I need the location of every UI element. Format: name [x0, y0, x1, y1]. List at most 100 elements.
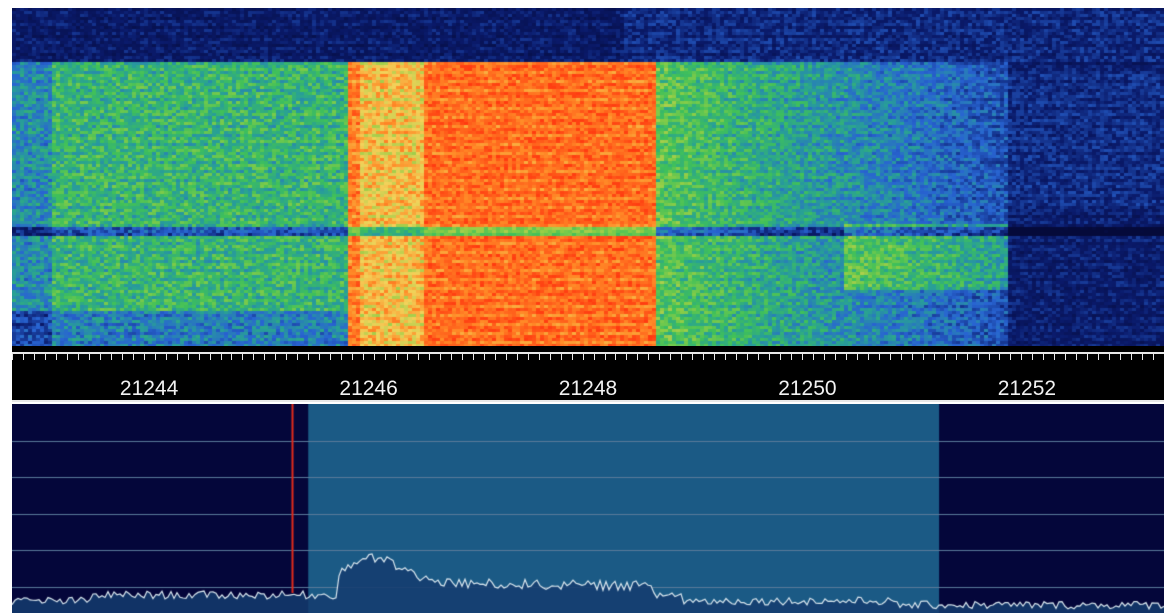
scale-tick	[681, 352, 683, 360]
scale-tick	[911, 352, 913, 360]
scale-tick	[527, 352, 529, 360]
scale-tick	[955, 352, 957, 360]
scale-tick	[1021, 352, 1023, 360]
scale-tick	[417, 352, 419, 360]
freq-label-21250: 21250	[778, 377, 837, 400]
scale-tick	[1054, 352, 1056, 360]
scale-tick	[44, 352, 46, 360]
scale-tick	[769, 352, 770, 360]
scale-tick	[725, 352, 727, 360]
scale-tick	[604, 352, 606, 360]
scale-tick	[264, 352, 266, 360]
scale-tick	[494, 352, 496, 360]
scale-tick	[670, 352, 672, 360]
scale-tick	[637, 352, 639, 360]
scale-tick	[1142, 352, 1144, 360]
scale-tick	[88, 352, 90, 360]
scale-tick	[110, 352, 112, 360]
scale-divider	[12, 400, 1164, 402]
scale-tick	[747, 352, 749, 360]
scale-tick	[242, 352, 244, 360]
scale-tick	[780, 352, 781, 360]
waterfall-display[interactable]	[12, 8, 1164, 346]
scale-tick	[231, 352, 233, 360]
scale-tick	[165, 352, 167, 360]
scale-tick	[845, 352, 847, 360]
scale-tick	[878, 352, 880, 360]
scale-tick	[889, 352, 891, 360]
scale-tick	[187, 352, 189, 360]
scale-tick	[483, 352, 485, 360]
scale-tick	[516, 352, 518, 360]
scale-tick	[1109, 352, 1111, 360]
scale-tick	[1043, 352, 1045, 360]
scale-tick	[472, 352, 474, 360]
scale-tick	[1076, 352, 1078, 360]
scale-tick	[396, 352, 397, 360]
scale-tick	[856, 352, 858, 360]
scale-tick	[758, 352, 760, 360]
scale-tick	[1087, 352, 1089, 360]
scale-tick	[791, 352, 792, 360]
scale-tick	[1010, 352, 1012, 360]
scale-tick	[692, 352, 694, 360]
scale-tick	[99, 352, 101, 360]
scale-tick	[900, 352, 902, 360]
scale-tick	[1153, 352, 1154, 360]
scale-tick	[977, 352, 979, 360]
scale-tick	[1131, 352, 1133, 360]
scale-tick	[121, 352, 123, 360]
frequency-scale[interactable]: 21244 21246 21248 21250 21252	[12, 346, 1164, 402]
scale-tick	[341, 352, 343, 360]
scale-tick	[944, 352, 946, 360]
scale-tick	[505, 352, 507, 360]
scale-tick	[450, 352, 452, 360]
scale-tick	[198, 352, 200, 360]
scale-tick	[23, 352, 24, 360]
scale-tick	[253, 352, 255, 360]
scale-tick	[330, 352, 332, 360]
scale-tick	[286, 352, 288, 360]
scale-tick	[615, 352, 617, 360]
scale-tick	[571, 352, 573, 360]
scale-tick	[385, 352, 386, 360]
scale-tick	[867, 352, 869, 360]
scale-tick	[275, 352, 277, 360]
scale-tick	[736, 352, 738, 360]
scale-tick	[428, 352, 430, 360]
scale-tick	[714, 352, 716, 360]
scale-tick	[1120, 352, 1122, 360]
freq-label-21244: 21244	[119, 377, 179, 400]
scale-tick	[626, 352, 628, 360]
scale-tick	[363, 352, 365, 360]
scale-tick	[549, 352, 551, 360]
scale-tick	[703, 352, 705, 360]
scale-tick	[143, 352, 145, 360]
scale-baseline	[12, 352, 1164, 354]
scale-tick	[1065, 352, 1067, 360]
freq-label-21246: 21246	[339, 377, 398, 400]
scale-tick	[55, 352, 57, 360]
scale-tick	[374, 352, 376, 360]
scale-tick	[812, 352, 814, 360]
scale-tick	[439, 352, 441, 360]
scale-tick	[933, 352, 935, 360]
scale-tick	[538, 352, 540, 360]
scale-tick	[582, 352, 584, 360]
scale-tick	[1032, 352, 1034, 360]
scale-tick	[132, 352, 134, 360]
scale-tick	[220, 352, 222, 360]
scale-tick	[407, 352, 408, 360]
freq-label-21252: 21252	[997, 377, 1057, 400]
scale-tick	[308, 352, 310, 360]
scale-tick	[154, 352, 156, 360]
scale-tick	[593, 352, 595, 360]
scale-tick	[12, 352, 13, 360]
scale-tick	[319, 352, 321, 360]
spectrum-display[interactable]	[12, 404, 1164, 613]
scale-tick	[922, 352, 924, 360]
scale-tick	[988, 352, 990, 360]
scale-tick	[297, 352, 299, 360]
scale-tick	[33, 352, 35, 360]
scale-tick	[209, 352, 211, 360]
